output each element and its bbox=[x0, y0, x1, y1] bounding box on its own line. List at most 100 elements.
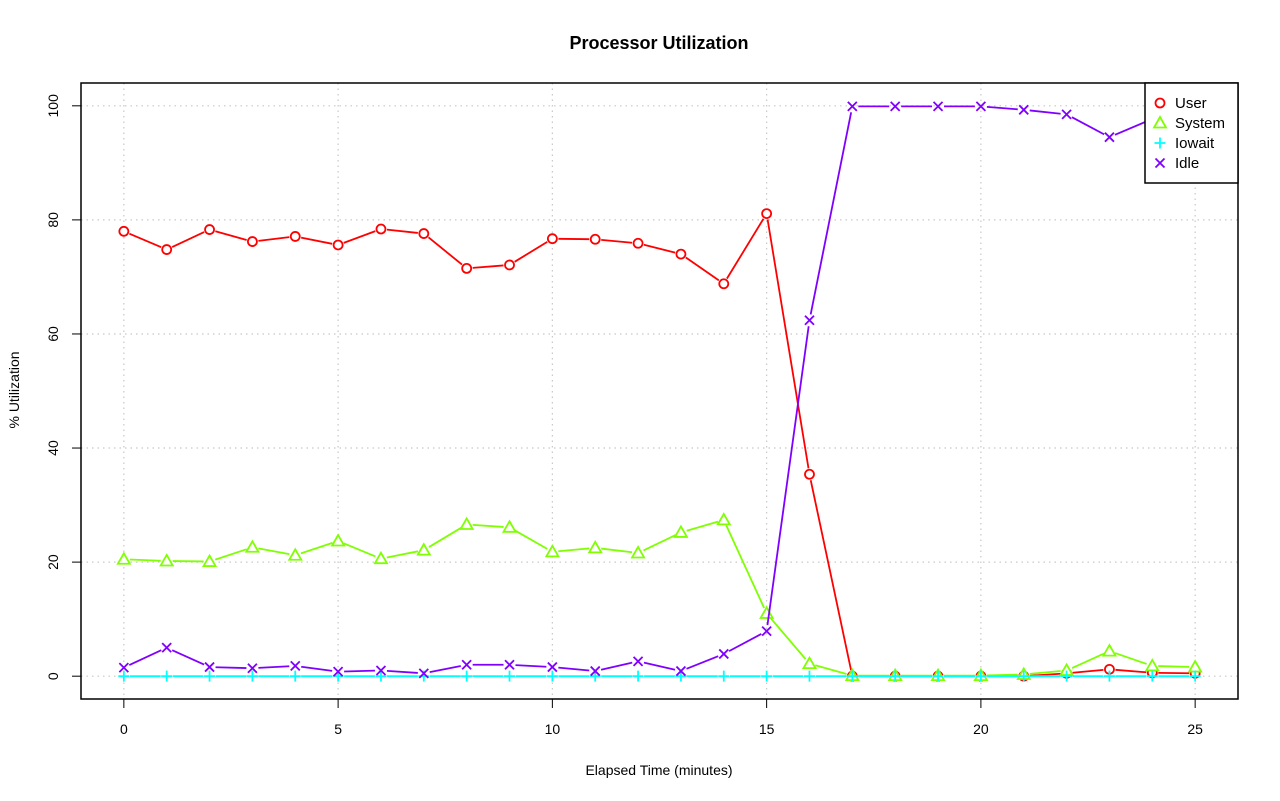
series-idle-point bbox=[1104, 132, 1115, 143]
series-user-segment bbox=[386, 228, 418, 234]
series-user-point bbox=[761, 208, 773, 220]
y-tick-label: 0 bbox=[45, 672, 61, 680]
series-system-segment bbox=[815, 664, 847, 675]
series-idle-segment bbox=[301, 665, 333, 672]
series-user-point bbox=[589, 233, 601, 245]
legend-marker-iowait bbox=[1154, 137, 1166, 149]
series-iowait-point bbox=[803, 670, 815, 682]
series-system-segment bbox=[428, 526, 462, 548]
series-system-segment bbox=[386, 550, 419, 559]
series-idle-point bbox=[632, 656, 644, 667]
series-idle-point bbox=[761, 625, 772, 637]
y-tick-label: 100 bbox=[45, 94, 61, 118]
legend-label-user: User bbox=[1175, 95, 1207, 112]
x-tick-label: 5 bbox=[334, 721, 342, 737]
x-axis-label: Elapsed Time (minutes) bbox=[585, 762, 732, 778]
series-system-segment bbox=[1029, 670, 1061, 675]
series-idle-point bbox=[204, 661, 215, 673]
legend-label-iowait: Iowait bbox=[1175, 135, 1215, 152]
series-iowait-point bbox=[589, 670, 601, 682]
series-system-point bbox=[287, 547, 303, 561]
series-system-point bbox=[1144, 658, 1160, 672]
series-user-segment bbox=[1115, 668, 1147, 674]
series-user-point bbox=[461, 262, 473, 274]
series-system-segment bbox=[643, 534, 676, 552]
series-iowait-point bbox=[161, 670, 173, 682]
series-iowait-point bbox=[1018, 670, 1030, 682]
series-idle-segment bbox=[386, 669, 418, 674]
series-system-segment bbox=[558, 547, 590, 553]
series-idle-point bbox=[547, 661, 558, 673]
series-idle-segment bbox=[728, 633, 762, 652]
legend-label-system: System bbox=[1175, 115, 1225, 132]
series-idle-point bbox=[590, 665, 601, 677]
series-iowait-point bbox=[546, 670, 558, 682]
y-axis-label: % Utilization bbox=[6, 351, 22, 428]
series-iowait-point bbox=[246, 670, 258, 682]
data-series bbox=[116, 101, 1203, 682]
series-user-point bbox=[204, 224, 215, 235]
series-system-point bbox=[801, 655, 818, 670]
series-user-point bbox=[804, 468, 815, 480]
series-user bbox=[118, 208, 1201, 682]
series-iowait-point bbox=[504, 670, 516, 682]
series-iowait-point bbox=[1061, 670, 1073, 682]
series-user-segment bbox=[601, 238, 633, 244]
series-user-point bbox=[546, 233, 558, 245]
series-system-segment bbox=[1114, 652, 1147, 665]
grid-lines bbox=[81, 83, 1238, 699]
plot-frame bbox=[80, 82, 1239, 700]
series-idle-segment bbox=[766, 326, 810, 626]
series-system-segment bbox=[343, 542, 376, 558]
series-system-point bbox=[587, 540, 603, 554]
series-user-segment bbox=[343, 230, 376, 244]
series-user-point bbox=[718, 278, 730, 290]
series-idle-point bbox=[932, 101, 944, 112]
series-iowait-point bbox=[1189, 670, 1201, 682]
series-idle-segment bbox=[643, 661, 676, 671]
axes: 0 5 10 15 20 25 0 20 40 60 80 100 bbox=[45, 82, 1239, 737]
series-system-point bbox=[330, 533, 346, 547]
series-idle-segment bbox=[515, 664, 547, 668]
series-system-segment bbox=[214, 548, 247, 561]
y-tick-label: 60 bbox=[45, 326, 61, 342]
legend: User System Iowait Idle bbox=[1144, 82, 1239, 184]
series-system-segment bbox=[725, 524, 765, 609]
series-system-segment bbox=[258, 547, 290, 556]
series-idle bbox=[118, 101, 1201, 679]
series-iowait-point bbox=[975, 670, 987, 682]
series-system-point bbox=[1187, 659, 1203, 673]
series-iowait-point bbox=[289, 670, 301, 682]
series-system-segment bbox=[686, 520, 719, 532]
series-idle-segment bbox=[1114, 120, 1148, 136]
series-idle-segment bbox=[809, 112, 853, 315]
series-system-point bbox=[544, 544, 560, 558]
series-system-point bbox=[1101, 643, 1117, 657]
x-tick-label: 20 bbox=[973, 721, 989, 737]
x-tick-label: 25 bbox=[1187, 721, 1203, 737]
series-user-segment bbox=[427, 236, 463, 266]
series-idle-segment bbox=[128, 649, 162, 666]
series-idle-segment bbox=[558, 666, 590, 672]
series-iowait-point bbox=[889, 670, 901, 682]
series-idle-point bbox=[675, 665, 687, 677]
series-idle-point bbox=[290, 660, 301, 672]
x-tick-label: 15 bbox=[759, 721, 775, 737]
series-system-segment bbox=[129, 558, 161, 562]
series-system-point bbox=[159, 553, 175, 567]
series-idle-point bbox=[418, 668, 429, 679]
series-system-segment bbox=[472, 523, 504, 528]
series-idle-point bbox=[847, 101, 858, 112]
series-user-segment bbox=[258, 236, 290, 242]
series-user-point bbox=[375, 223, 387, 235]
series-idle-point bbox=[1018, 104, 1029, 115]
series-iowait-point bbox=[204, 670, 216, 682]
series-iowait-point bbox=[932, 670, 944, 682]
series-idle-point bbox=[332, 666, 344, 677]
series-system-segment bbox=[769, 617, 807, 660]
series-system-point bbox=[244, 539, 260, 553]
series-idle-point bbox=[375, 665, 387, 676]
series-system-point bbox=[202, 553, 218, 567]
y-tick-label: 40 bbox=[45, 440, 61, 456]
